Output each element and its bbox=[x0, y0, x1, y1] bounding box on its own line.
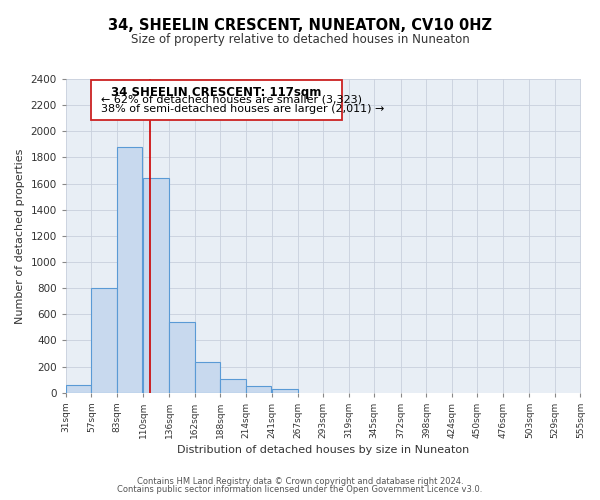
Text: Contains public sector information licensed under the Open Government Licence v3: Contains public sector information licen… bbox=[118, 485, 482, 494]
Text: 34, SHEELIN CRESCENT, NUNEATON, CV10 0HZ: 34, SHEELIN CRESCENT, NUNEATON, CV10 0HZ bbox=[108, 18, 492, 32]
Bar bbox=[91, 288, 117, 393]
Bar bbox=[143, 178, 169, 392]
Text: 38% of semi-detached houses are larger (2,011) →: 38% of semi-detached houses are larger (… bbox=[101, 104, 385, 114]
FancyBboxPatch shape bbox=[91, 80, 342, 120]
Bar bbox=[194, 362, 220, 392]
Text: Contains HM Land Registry data © Crown copyright and database right 2024.: Contains HM Land Registry data © Crown c… bbox=[137, 477, 463, 486]
Bar bbox=[220, 378, 245, 392]
Bar bbox=[272, 388, 298, 392]
Text: Size of property relative to detached houses in Nuneaton: Size of property relative to detached ho… bbox=[131, 32, 469, 46]
Bar bbox=[169, 322, 194, 392]
Bar bbox=[117, 147, 142, 392]
Text: 34 SHEELIN CRESCENT: 117sqm: 34 SHEELIN CRESCENT: 117sqm bbox=[112, 86, 322, 99]
Text: ← 62% of detached houses are smaller (3,323): ← 62% of detached houses are smaller (3,… bbox=[101, 94, 362, 104]
Bar bbox=[245, 386, 271, 392]
Y-axis label: Number of detached properties: Number of detached properties bbox=[15, 148, 25, 324]
Bar bbox=[66, 386, 91, 392]
X-axis label: Distribution of detached houses by size in Nuneaton: Distribution of detached houses by size … bbox=[177, 445, 469, 455]
